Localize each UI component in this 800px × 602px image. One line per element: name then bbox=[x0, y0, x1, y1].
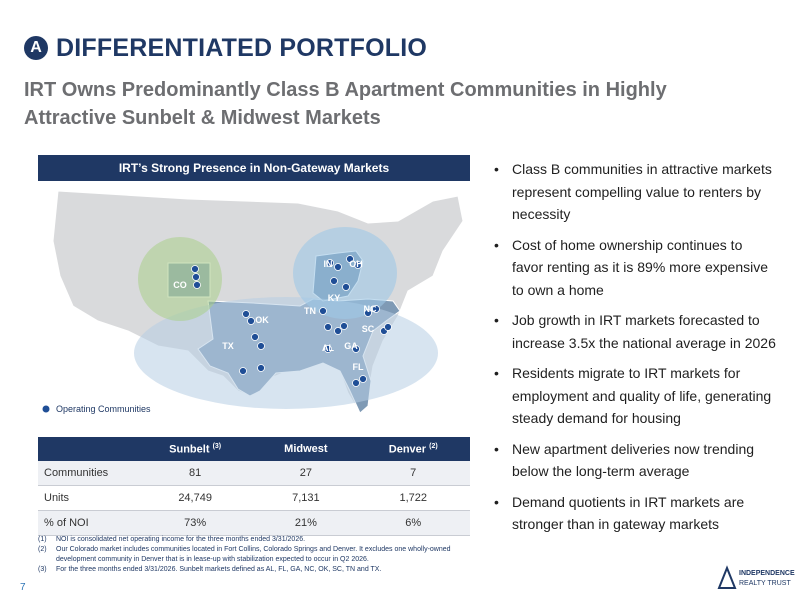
state-label: KY bbox=[328, 293, 341, 303]
state-label: OK bbox=[255, 315, 269, 325]
table-cell: 21% bbox=[255, 510, 357, 536]
footnote-marker: (2) bbox=[38, 546, 47, 553]
table-cell: 73% bbox=[135, 510, 256, 536]
state-label: OH bbox=[349, 259, 363, 269]
logo-line1: INDEPENDENCE bbox=[739, 570, 795, 577]
company-logo: INDEPENDENCE REALTY TRUST bbox=[717, 565, 795, 589]
map-title: IRT’s Strong Presence in Non-Gateway Mar… bbox=[38, 155, 470, 181]
state-label: SC bbox=[362, 324, 375, 334]
state-label: NC bbox=[364, 304, 377, 314]
row-label: Units bbox=[38, 485, 135, 511]
bullet: Residents migrate to IRT markets for emp… bbox=[492, 362, 777, 430]
table-row: Units 24,749 7,131 1,722 bbox=[38, 485, 470, 511]
logo-mark bbox=[717, 565, 737, 589]
community-dots bbox=[191, 255, 392, 387]
row-label: Communities bbox=[38, 461, 135, 486]
state-label: IN bbox=[324, 259, 333, 269]
us-map: CO OK TX IN OH KY TN NC SC AL GA FL Operating Commu… bbox=[42, 190, 464, 415]
table-cell: 6% bbox=[356, 510, 470, 536]
column-label: Denver bbox=[388, 443, 427, 456]
column-note: (3) bbox=[212, 442, 222, 450]
footnotes: (1) NOI is consolidated net operating inc… bbox=[38, 535, 478, 575]
section-badge: A bbox=[24, 36, 48, 60]
bullet: Demand quotients in IRT markets are stro… bbox=[492, 491, 777, 536]
legend-label: Operating Communities bbox=[56, 404, 151, 414]
column-label: Midwest bbox=[284, 443, 328, 455]
table-cell: 24,749 bbox=[135, 485, 256, 511]
header-cell: Midwest bbox=[255, 437, 357, 461]
table-body: Communities 81 27 7 Units 24,749 7,131 1,722% o… bbox=[38, 461, 470, 536]
header-cell bbox=[38, 437, 135, 461]
table-cell: 81 bbox=[135, 461, 256, 486]
header-cell: Denver (2) bbox=[356, 437, 470, 461]
state-label: GA bbox=[344, 341, 358, 351]
header-cell: Sunbelt (3) bbox=[135, 437, 256, 461]
table-cell: 7,131 bbox=[255, 485, 357, 511]
state-label: TN bbox=[304, 306, 316, 316]
table-cell: 27 bbox=[255, 461, 357, 486]
bullet: Cost of home ownership continues to favo… bbox=[492, 234, 777, 302]
state-label: TX bbox=[222, 341, 234, 351]
footnote-text: Our Colorado market includes communities… bbox=[56, 546, 451, 563]
state-label: FL bbox=[353, 362, 364, 372]
bullet: Job growth in IRT markets forecasted to … bbox=[492, 309, 777, 354]
table-cell: 1,722 bbox=[356, 485, 470, 511]
footnote-text: For the three months ended 3/31/2026. Su… bbox=[56, 566, 382, 573]
footnote: (1) NOI is consolidated net operating inc… bbox=[38, 535, 478, 545]
footnote-marker: (3) bbox=[38, 566, 47, 573]
footnote-marker: (1) bbox=[38, 536, 47, 543]
logo-line2: REALTY TRUST bbox=[739, 580, 791, 587]
table-cell: 7 bbox=[356, 461, 470, 486]
page-number: 7 bbox=[20, 582, 26, 593]
table-row: % of NOI 73% 21% 6% bbox=[38, 510, 470, 536]
bullet-list: Class B communities in attractive market… bbox=[492, 158, 777, 544]
legend-dot bbox=[42, 405, 50, 413]
table-row: Communities 81 27 7 bbox=[38, 461, 470, 486]
footnote-text: NOI is consolidated net operating income… bbox=[56, 536, 306, 543]
column-note: (2) bbox=[429, 442, 438, 450]
row-label: % of NOI bbox=[38, 510, 135, 536]
colorado-highlight bbox=[138, 237, 222, 321]
slide-title: DIFFERENTIATED PORTFOLIO bbox=[56, 34, 427, 62]
footnote: (3) For the three months ended 3/31/2026.… bbox=[38, 565, 478, 575]
portfolio-table: Sunbelt (3) Midwest Denver (2) Communities… bbox=[38, 437, 470, 536]
slide-subtitle: IRT Owns Predominantly Class B Apartment… bbox=[24, 79, 667, 129]
bullet: New apartment deliveries now trending be… bbox=[492, 438, 777, 483]
midwest-highlight bbox=[293, 227, 397, 319]
state-label: CO bbox=[173, 280, 187, 290]
state-labels: CO OK TX IN OH KY TN NC SC AL GA FL bbox=[173, 259, 377, 372]
column-label: Sunbelt bbox=[169, 443, 210, 456]
state-label: AL bbox=[322, 343, 334, 353]
bullet: Class B communities in attractive market… bbox=[492, 158, 777, 226]
footnote: (2) Our Colorado market includes communit… bbox=[38, 545, 478, 565]
table-header: Sunbelt (3) Midwest Denver (2) bbox=[38, 437, 470, 461]
